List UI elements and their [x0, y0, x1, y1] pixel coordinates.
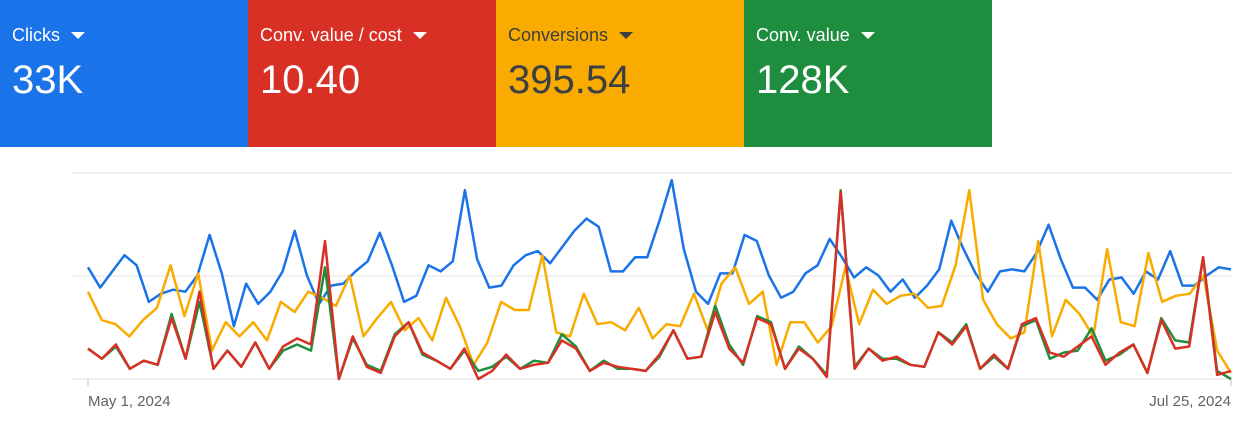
- clicks-scorecard[interactable]: Clicks 33K: [0, 0, 248, 147]
- conv-value-label: Conv. value: [756, 25, 850, 45]
- scorecard-row: Clicks 33K Conv. value / cost 10.40 Conv…: [0, 0, 992, 147]
- conversions-value: 395.54: [508, 58, 631, 102]
- caret-down-icon[interactable]: [619, 31, 634, 39]
- conv-value-cost-scorecard[interactable]: Conv. value / cost 10.40: [248, 0, 496, 147]
- performance-line-chart[interactable]: May 1, 2024 Jul 25, 2024: [0, 150, 1246, 421]
- conv-value-cost-label: Conv. value / cost: [260, 25, 402, 45]
- caret-down-icon[interactable]: [71, 31, 85, 39]
- caret-down-icon[interactable]: [412, 31, 427, 39]
- clicks-value: 33K: [12, 58, 84, 102]
- conversions-label: Conversions: [508, 25, 609, 45]
- series-line-clicks[interactable]: [86, 178, 1232, 328]
- series-layer: [86, 178, 1233, 381]
- conv-value-metric-selector[interactable]: Conv. value: [756, 24, 980, 46]
- caret-down-icon[interactable]: [860, 31, 875, 39]
- x-tick-label-end: Jul 25, 2024: [1149, 393, 1231, 410]
- conv-value-cost-value: 10.40: [260, 58, 361, 102]
- series-line-conversions[interactable]: [86, 188, 1233, 374]
- conv-value-cost-metric-selector[interactable]: Conv. value / cost: [260, 24, 484, 46]
- series-line-conv-value-cost[interactable]: [87, 190, 1232, 381]
- clicks-label: Clicks: [12, 25, 60, 45]
- x-tick-label-start: May 1, 2024: [88, 393, 171, 410]
- clicks-metric-selector[interactable]: Clicks: [12, 24, 236, 46]
- conversions-metric-selector[interactable]: Conversions: [508, 24, 732, 46]
- series-line-conv-value[interactable]: [87, 188, 1232, 381]
- conversions-scorecard[interactable]: Conversions 395.54: [496, 0, 744, 147]
- conv-value-scorecard[interactable]: Conv. value 128K: [744, 0, 992, 147]
- conv-value-value: 128K: [756, 58, 850, 102]
